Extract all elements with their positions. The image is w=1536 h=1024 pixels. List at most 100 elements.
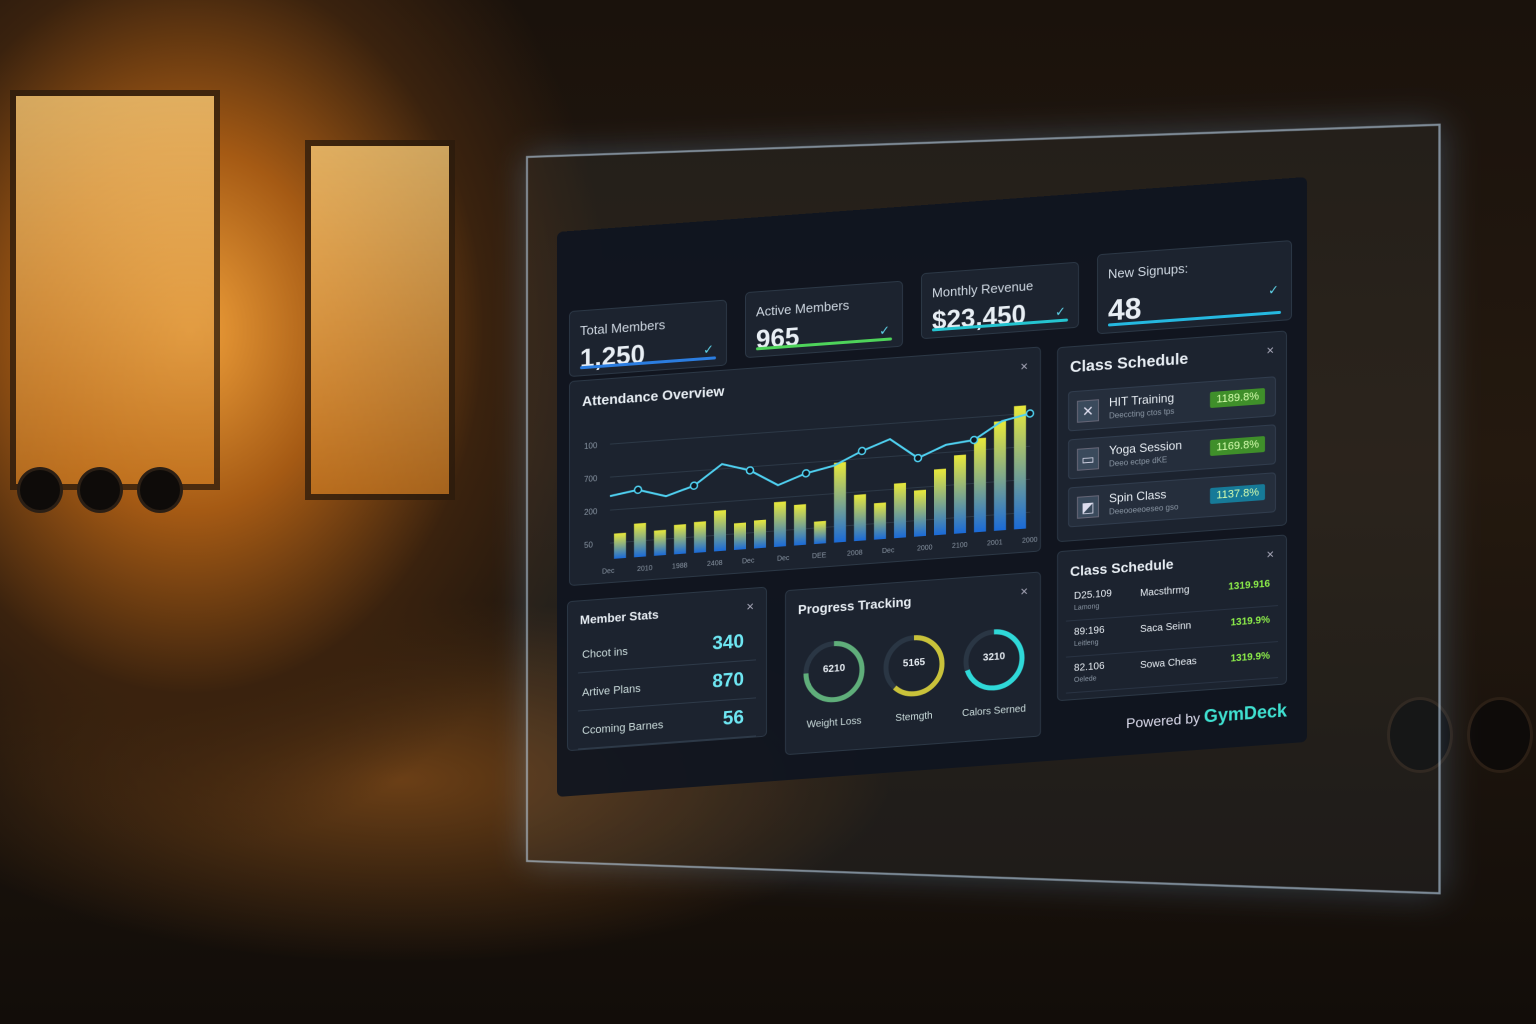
x-tick-label: 2001 — [987, 539, 1003, 547]
trend-check-icon: ✓ — [1268, 281, 1279, 298]
class-schedule-2-card: Class Schedule × D25.109 Lamong Macsthrm… — [1057, 534, 1287, 702]
attendance-card: Attendance Overview × 100 700 200 50 Dec 2010… — [569, 346, 1041, 587]
schedule-item[interactable]: ◩ Spin Class Deeooeeoeseo gso 1137.8% — [1068, 472, 1276, 528]
member-stats-card: Member Stats × Chcot ins 340 Artive Plan… — [567, 586, 767, 752]
x-tick-label: 2408 — [707, 560, 723, 568]
x-tick-label: 1988 — [672, 562, 688, 570]
kpi-card: New Signups: 48 ✓ — [1097, 240, 1292, 335]
bar — [934, 468, 946, 536]
bar — [994, 420, 1006, 531]
progress-ring: 6210 Weight Loss — [800, 635, 868, 731]
bar — [874, 502, 886, 540]
x-tick-label: Dec — [742, 557, 755, 565]
powered-label: Powered by — [1126, 709, 1201, 732]
row-time: D25.109 — [1074, 588, 1112, 603]
stat-value: 870 — [712, 669, 744, 693]
bar — [634, 522, 646, 558]
stat-label: Ccoming Barnes — [582, 719, 664, 738]
bar — [954, 454, 966, 534]
y-tick-label: 50 — [584, 540, 593, 550]
bar — [814, 520, 826, 545]
schedule-item[interactable]: ✕ HIT Training Deeccting ctos tps 1189.8… — [1068, 376, 1276, 432]
kettlebell — [1470, 700, 1530, 770]
row-value: 1319.9% — [1230, 650, 1270, 665]
ring-chart — [883, 635, 945, 697]
attendance-line — [609, 412, 1031, 498]
line-point — [633, 485, 643, 495]
x-tick-label: 2010 — [637, 565, 653, 573]
stat-label: Chcot ins — [582, 645, 628, 662]
row-name: Saca Seinn — [1140, 620, 1192, 636]
dashboard: Total Members 1,250 ✓ Active Members 965… — [557, 176, 1307, 797]
ring-arc — [883, 635, 945, 697]
y-tick-label: 700 — [584, 474, 598, 484]
progress-title: Progress Tracking — [798, 593, 912, 618]
class-schedule-card: Class Schedule × ✕ HIT Training Deecctin… — [1057, 330, 1287, 543]
class-sub: Deeo ectpe dKE — [1109, 455, 1168, 469]
stat-value: 56 — [722, 707, 744, 730]
kpi-label: New Signups: — [1108, 260, 1189, 282]
schedule-title: Class Schedule — [1070, 350, 1189, 377]
ring-arc — [963, 629, 1025, 691]
line-point — [1025, 409, 1035, 418]
kpi-label: Active Members — [756, 297, 850, 320]
x-tick-label: Dec — [777, 555, 790, 563]
x-tick-label: 2100 — [952, 542, 968, 550]
kpi-label: Total Members — [580, 317, 666, 339]
schedule-item[interactable]: ▭ Yoga Session Deeo ectpe dKE 1169.8% — [1068, 424, 1276, 480]
class-name: Yoga Session — [1109, 438, 1182, 458]
x-tick-label: Dec — [882, 547, 895, 555]
grid-line — [610, 412, 1030, 445]
row-sub: Oelede — [1074, 675, 1097, 685]
x-icon: ✕ — [1077, 399, 1099, 423]
grid-line — [610, 478, 1030, 511]
close-icon[interactable]: × — [1266, 342, 1274, 358]
line-point — [857, 446, 867, 456]
bike-icon: ◩ — [1077, 495, 1099, 519]
line-point — [913, 453, 923, 463]
class-name: Spin Class — [1109, 487, 1167, 506]
close-icon[interactable]: × — [1020, 583, 1028, 599]
bar — [1014, 405, 1026, 530]
kpi-card: Total Members 1,250 ✓ — [569, 299, 727, 378]
x-tick-label: 2000 — [1022, 537, 1038, 545]
bar — [694, 521, 706, 553]
bar — [974, 437, 986, 533]
grid-line — [610, 445, 1030, 478]
bar — [774, 501, 786, 548]
bar — [894, 482, 906, 539]
bar — [674, 524, 686, 555]
x-tick-label: Dec — [602, 568, 615, 576]
close-icon[interactable]: × — [1266, 546, 1274, 562]
powered-by: Powered by GymDeck — [1126, 700, 1287, 733]
line-point — [689, 481, 699, 491]
brand-logo[interactable]: GymDeck — [1203, 700, 1287, 727]
bar — [794, 504, 806, 546]
bar — [714, 509, 726, 552]
attendance-chart: 100 700 200 50 Dec 2010 1988 2408 Dec Dec DEE 2008 D… — [584, 405, 1038, 576]
progress-card: Progress Tracking × 6210 Weight Loss 516… — [785, 571, 1041, 756]
kpi-value: $23,450 — [932, 298, 1026, 336]
class-badge: 1169.8% — [1210, 436, 1265, 457]
x-tick-label: 2008 — [847, 550, 863, 558]
member-stats-title: Member Stats — [580, 607, 659, 628]
mat-icon: ▭ — [1077, 447, 1099, 471]
bar — [854, 494, 866, 542]
bar — [914, 489, 926, 537]
stat-label: Artive Plans — [582, 682, 641, 700]
ring-label: Weight Loss — [806, 715, 862, 731]
dumbbell — [140, 470, 180, 510]
ring-label: Stemgth — [895, 710, 933, 725]
y-tick-label: 100 — [584, 441, 598, 451]
x-tick-label: 2000 — [917, 544, 933, 552]
row-name: Sowa Cheas — [1140, 656, 1197, 672]
bar — [654, 529, 666, 556]
progress-ring: 5165 Stemgth — [880, 629, 948, 724]
kpi-card: Monthly Revenue $23,450 ✓ — [921, 261, 1079, 340]
bar — [754, 519, 766, 549]
window — [10, 90, 220, 490]
close-icon[interactable]: × — [746, 598, 754, 615]
y-tick-label: 200 — [584, 507, 598, 517]
kpi-card: Active Members 965 ✓ — [745, 280, 903, 359]
line-point — [969, 435, 979, 445]
